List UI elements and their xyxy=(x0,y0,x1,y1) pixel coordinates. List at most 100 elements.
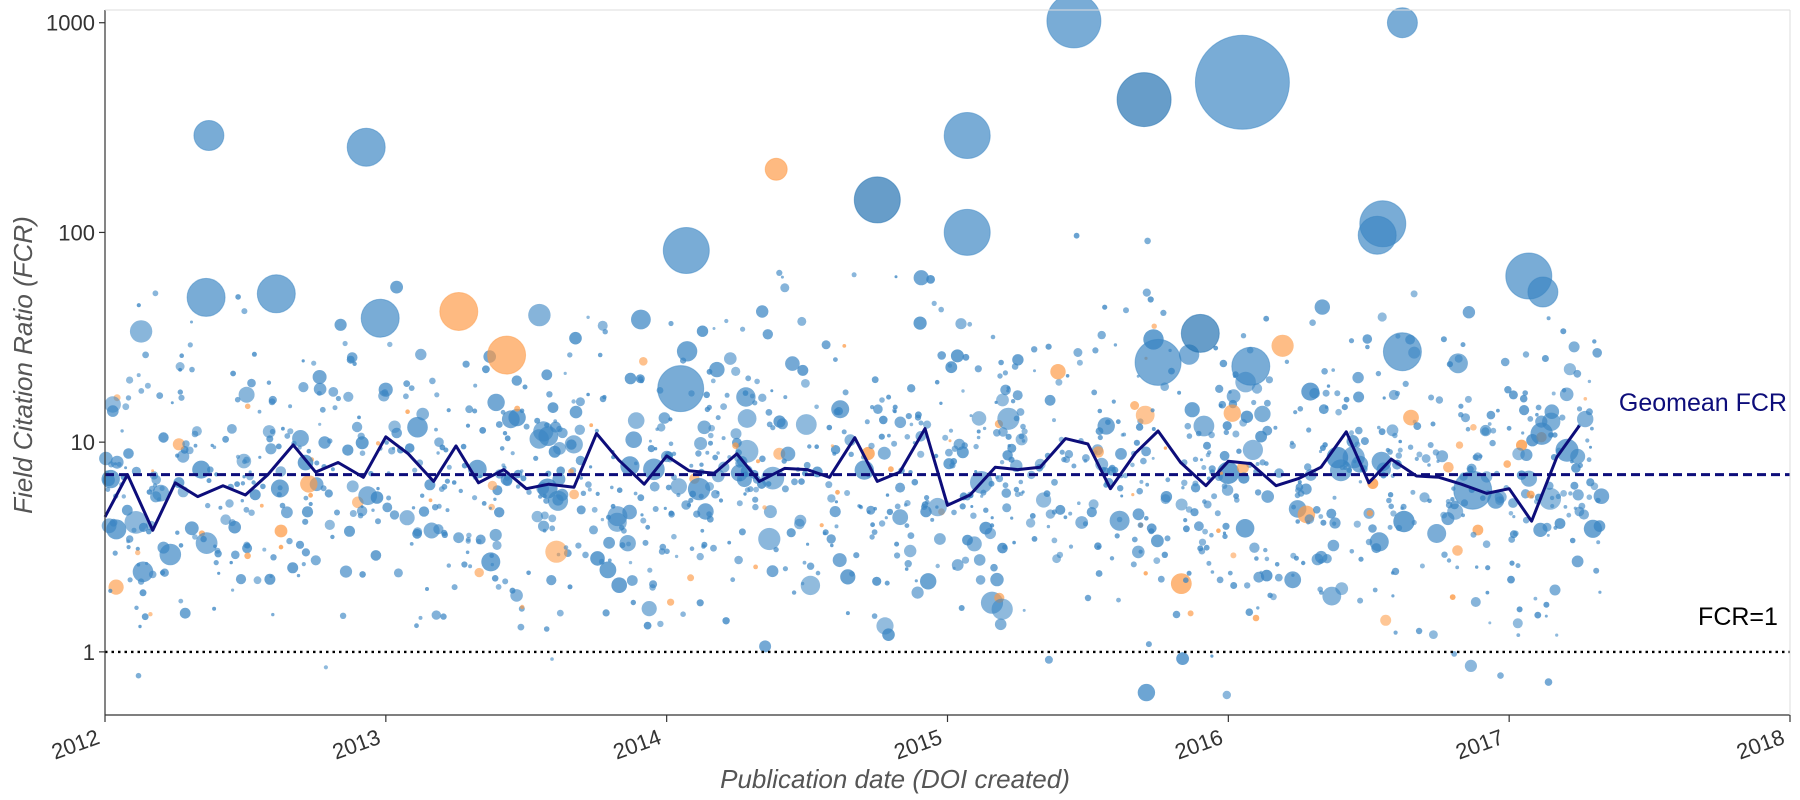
bubble xyxy=(1432,449,1440,456)
bubble xyxy=(821,340,831,350)
bubble xyxy=(663,506,667,510)
bubble xyxy=(894,416,907,429)
bubble xyxy=(967,321,973,327)
bubble xyxy=(388,420,401,433)
bubble xyxy=(1235,519,1255,538)
bubble xyxy=(724,352,737,365)
bubble xyxy=(871,376,879,384)
bubble xyxy=(434,427,438,432)
bubble xyxy=(872,576,882,586)
bubble xyxy=(440,613,447,620)
bubble xyxy=(1382,396,1386,400)
bubble xyxy=(351,421,363,433)
bubble xyxy=(1358,480,1363,484)
bubble xyxy=(580,490,587,496)
bubble xyxy=(178,598,184,604)
bubble xyxy=(1240,410,1254,423)
bubble xyxy=(830,444,835,448)
bubble xyxy=(418,615,423,620)
bubble xyxy=(1297,480,1302,485)
bubble xyxy=(631,309,651,330)
bubble xyxy=(1387,449,1393,455)
bubble xyxy=(1527,416,1534,422)
bubble xyxy=(241,308,248,315)
bubble xyxy=(240,481,246,486)
bubble xyxy=(753,564,758,570)
bubble xyxy=(439,444,446,451)
bubble xyxy=(328,387,339,397)
bubble xyxy=(1203,544,1210,551)
bubble xyxy=(1255,462,1260,466)
bubble xyxy=(826,534,836,544)
bubble xyxy=(1025,518,1036,528)
bubble xyxy=(1512,515,1516,519)
bubble xyxy=(1232,430,1240,438)
bubble xyxy=(997,373,1003,379)
bubble xyxy=(974,365,982,373)
bubble xyxy=(1495,496,1504,505)
bubble xyxy=(563,545,569,550)
bubble xyxy=(1549,495,1555,501)
bubble xyxy=(1470,597,1481,607)
bubble xyxy=(1546,533,1550,537)
bubble xyxy=(356,505,368,517)
x-tick-label: 2013 xyxy=(329,724,384,764)
bubble xyxy=(1139,479,1144,484)
highlight-bubble xyxy=(346,127,386,167)
bubble xyxy=(1130,462,1135,468)
bubble xyxy=(1297,406,1304,412)
bubble xyxy=(1274,562,1280,567)
bubble xyxy=(759,640,772,653)
bubble xyxy=(453,532,464,544)
bubble xyxy=(1219,471,1224,475)
bubble xyxy=(1002,544,1008,550)
bubble xyxy=(999,460,1005,465)
bubble xyxy=(595,491,600,496)
bubble xyxy=(1419,492,1430,503)
bubble xyxy=(1210,654,1214,658)
bubble xyxy=(1214,510,1221,517)
bubble xyxy=(1207,450,1212,455)
bubble xyxy=(1586,494,1593,501)
bubble xyxy=(189,366,195,373)
bubble xyxy=(1065,374,1070,378)
bubble xyxy=(1145,482,1150,487)
bubble xyxy=(1341,404,1348,411)
bubble xyxy=(770,389,774,393)
bubble xyxy=(520,604,525,610)
bubble xyxy=(349,510,357,517)
bubble xyxy=(526,570,531,576)
bubble xyxy=(160,568,169,577)
bubble xyxy=(407,416,428,438)
bubble xyxy=(428,498,433,503)
bubble xyxy=(640,513,644,517)
bubble xyxy=(907,384,916,393)
bubble xyxy=(1181,486,1185,490)
bubble xyxy=(1073,348,1083,357)
bubble xyxy=(648,439,652,443)
bubble xyxy=(1111,399,1116,404)
bubble xyxy=(1395,452,1403,459)
bubble xyxy=(1455,441,1464,449)
bubble xyxy=(1440,511,1448,519)
bubble xyxy=(1116,516,1123,523)
bubble xyxy=(438,486,445,492)
bubble xyxy=(990,516,994,520)
bubble xyxy=(920,573,937,590)
bubble xyxy=(1187,610,1194,617)
bubble xyxy=(1150,408,1155,413)
bubble xyxy=(1440,336,1447,343)
bubble xyxy=(711,489,720,499)
bubble xyxy=(1293,410,1298,415)
bubble xyxy=(487,480,498,491)
bubble xyxy=(674,554,679,559)
bubble xyxy=(1577,462,1583,468)
highlight-bubble xyxy=(1116,72,1172,128)
bubble xyxy=(1522,390,1528,396)
bubble xyxy=(1301,560,1306,566)
bubble xyxy=(1114,533,1120,539)
bubble xyxy=(1593,567,1600,574)
bubble xyxy=(218,505,223,510)
bubble xyxy=(281,426,285,431)
bubble xyxy=(1254,556,1259,561)
